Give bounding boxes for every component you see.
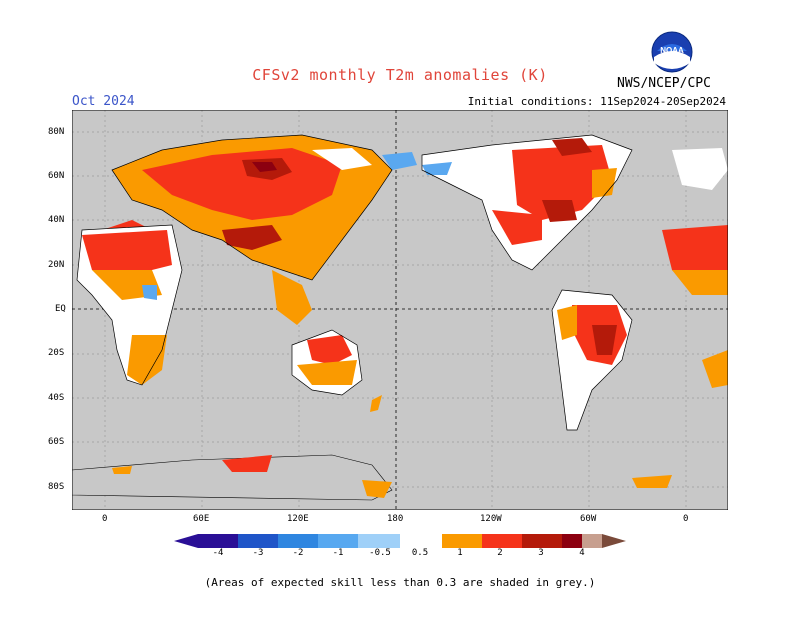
forecast-month: Oct 2024 — [72, 94, 135, 109]
lat-label: 80N — [48, 127, 65, 137]
lat-label: 60N — [48, 171, 65, 181]
colorbar-label: -0.5 — [369, 548, 391, 558]
lat-label: 80S — [48, 482, 65, 492]
lon-label: 60E — [193, 514, 210, 524]
colorbar-label: 1 — [457, 548, 463, 558]
lon-label: 0 — [683, 514, 689, 524]
noaa-logo-icon: NOAA — [651, 31, 693, 73]
colorbar-label: -4 — [212, 548, 224, 558]
lat-label: 20N — [48, 260, 65, 270]
north-america-region — [422, 135, 632, 270]
africa-region — [77, 225, 182, 385]
colorbar-arrow-low — [174, 534, 198, 548]
south-america-region — [552, 290, 632, 430]
colorbar-label: -3 — [252, 548, 264, 558]
lon-label: 60W — [580, 514, 597, 524]
coastlines — [76, 134, 633, 431]
lat-label: 20S — [48, 348, 65, 358]
anomaly-map — [72, 110, 728, 510]
color-scale-bar — [174, 534, 626, 548]
initial-conditions: Initial conditions: 11Sep2024-20Sep2024 — [467, 95, 726, 108]
colorbar-label: -1 — [332, 548, 344, 558]
colorbar-arrow-high — [602, 534, 626, 548]
lon-label: 120E — [287, 514, 309, 524]
lat-label: EQ — [55, 304, 66, 314]
australia-region — [292, 330, 382, 412]
lon-label: 180 — [387, 514, 404, 524]
footnote: (Areas of expected skill less than 0.3 a… — [204, 576, 596, 589]
colorbar-label: 2 — [497, 548, 503, 558]
logo-text: NOAA — [660, 46, 684, 55]
colorbar-label: -2 — [292, 548, 304, 558]
antarctica-region — [72, 454, 672, 501]
colorbar-label: 3 — [538, 548, 544, 558]
map-title: CFSv2 monthly T2m anomalies (K) — [252, 66, 548, 84]
lat-label: 40S — [48, 393, 65, 403]
colorbar-label: 0.5 — [411, 548, 429, 558]
lat-label: 40N — [48, 215, 65, 225]
lon-label: 0 — [102, 514, 108, 524]
lon-label: 120W — [480, 514, 502, 524]
europe-edge-region — [662, 148, 728, 388]
colorbar-label: 4 — [579, 548, 585, 558]
lat-label: 60S — [48, 437, 65, 447]
agency-label: NWS/NCEP/CPC — [617, 76, 711, 91]
